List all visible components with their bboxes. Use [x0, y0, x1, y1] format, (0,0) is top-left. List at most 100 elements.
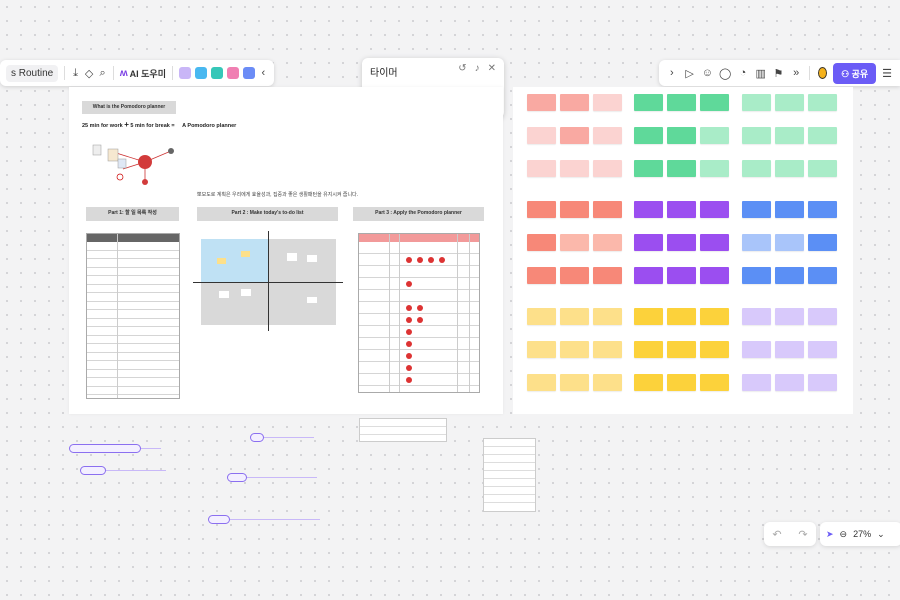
- redo-icon[interactable]: ↷: [798, 528, 808, 541]
- avatar[interactable]: [815, 65, 830, 81]
- sticky-note[interactable]: [593, 94, 622, 111]
- sticky-note[interactable]: [593, 127, 622, 144]
- sticky-note[interactable]: [527, 94, 556, 111]
- mindmap-node[interactable]: [69, 444, 141, 453]
- sticky-note[interactable]: [667, 374, 696, 391]
- sticky-note[interactable]: [742, 308, 771, 325]
- sticky-note[interactable]: [634, 374, 663, 391]
- chat-app-icon[interactable]: [242, 64, 255, 82]
- sticky-note[interactable]: [775, 374, 804, 391]
- share-button[interactable]: ⚇ 공유: [833, 62, 877, 84]
- sticky-note[interactable]: [527, 308, 556, 325]
- sticky-note[interactable]: [560, 94, 589, 111]
- sticky-note[interactable]: [808, 374, 837, 391]
- timer-icon[interactable]: ◔: [739, 67, 747, 79]
- sticky-note[interactable]: [775, 267, 804, 284]
- sticky-note[interactable]: [667, 234, 696, 251]
- p-app-icon[interactable]: [194, 64, 207, 82]
- chart-icon[interactable]: ▥: [755, 67, 766, 80]
- sticky-note[interactable]: [808, 308, 837, 325]
- sticky-note[interactable]: [667, 160, 696, 177]
- sticky-note[interactable]: [527, 127, 556, 144]
- sticky-note[interactable]: [667, 94, 696, 111]
- sticky-note[interactable]: [560, 267, 589, 284]
- sticky-note[interactable]: [667, 127, 696, 144]
- sticky-note[interactable]: [560, 374, 589, 391]
- sticky-note[interactable]: [742, 267, 771, 284]
- sticky-note[interactable]: [700, 308, 729, 325]
- sticky-note[interactable]: [775, 201, 804, 218]
- reaction-icon[interactable]: ☺: [701, 67, 714, 79]
- sticky-note[interactable]: [527, 160, 556, 177]
- chevron-left-icon[interactable]: ‹: [261, 67, 266, 79]
- sticky-note-board[interactable]: [513, 87, 853, 414]
- mindmap-node[interactable]: [227, 473, 247, 482]
- sticky-note[interactable]: [560, 234, 589, 251]
- sticky-note[interactable]: [593, 160, 622, 177]
- sticky-note[interactable]: [560, 341, 589, 358]
- sticky-note[interactable]: [808, 94, 837, 111]
- sticky-note[interactable]: [808, 160, 837, 177]
- mini-table[interactable]: [359, 418, 447, 442]
- sound-icon[interactable]: ♪: [474, 63, 480, 74]
- flag-icon[interactable]: ⚑: [773, 67, 784, 80]
- sticky-note[interactable]: [775, 341, 804, 358]
- sticky-note[interactable]: [808, 234, 837, 251]
- mindmap-node[interactable]: [250, 433, 264, 442]
- sticky-note[interactable]: [560, 160, 589, 177]
- search-icon[interactable]: ⌕: [99, 66, 106, 79]
- undo-icon[interactable]: ↶: [772, 528, 782, 541]
- sticky-note[interactable]: [775, 127, 804, 144]
- sticky-note[interactable]: [560, 201, 589, 218]
- sticky-note[interactable]: [634, 201, 663, 218]
- sticky-note[interactable]: [593, 341, 622, 358]
- sticky-note[interactable]: [634, 234, 663, 251]
- sticky-note[interactable]: [700, 234, 729, 251]
- sticky-note[interactable]: [742, 94, 771, 111]
- play-icon[interactable]: ▷: [685, 67, 694, 80]
- board-title[interactable]: s Routine: [6, 64, 59, 82]
- sticky-note[interactable]: [808, 127, 837, 144]
- sticky-note[interactable]: [742, 341, 771, 358]
- sticky-note[interactable]: [742, 374, 771, 391]
- chevron-down-icon[interactable]: ⌄: [877, 528, 885, 539]
- sticky-note[interactable]: [634, 127, 663, 144]
- sticky-note[interactable]: [667, 201, 696, 218]
- sticky-note[interactable]: [593, 267, 622, 284]
- apps-icon[interactable]: [226, 64, 239, 82]
- more-icon[interactable]: »: [793, 67, 800, 79]
- sticky-note[interactable]: [667, 341, 696, 358]
- sticky-note[interactable]: [742, 201, 771, 218]
- sticky-note[interactable]: [775, 234, 804, 251]
- mindmap-node[interactable]: [208, 515, 230, 524]
- sticky-note[interactable]: [742, 127, 771, 144]
- sticky-note[interactable]: [634, 160, 663, 177]
- sticky-note[interactable]: [700, 201, 729, 218]
- sticky-note[interactable]: [634, 267, 663, 284]
- mindmap-node[interactable]: [80, 466, 106, 475]
- sticky-note[interactable]: [700, 267, 729, 284]
- sticky-note[interactable]: [808, 267, 837, 284]
- tag-icon[interactable]: ◇: [84, 67, 94, 80]
- sticky-note[interactable]: [700, 94, 729, 111]
- ai-assistant-button[interactable]: ʍ AI 도우미: [120, 67, 166, 80]
- sticky-note[interactable]: [808, 201, 837, 218]
- sticky-note[interactable]: [560, 127, 589, 144]
- sticky-note[interactable]: [593, 308, 622, 325]
- sticky-note[interactable]: [593, 374, 622, 391]
- sticky-note[interactable]: [700, 127, 729, 144]
- sticky-note[interactable]: [775, 94, 804, 111]
- sticky-note[interactable]: [775, 160, 804, 177]
- sticky-note[interactable]: [700, 160, 729, 177]
- sticky-note[interactable]: [634, 308, 663, 325]
- sticky-note[interactable]: [527, 201, 556, 218]
- chevron-right-icon[interactable]: ›: [670, 67, 674, 79]
- download-icon[interactable]: ⤓: [73, 66, 78, 79]
- history-icon[interactable]: ↺: [458, 63, 467, 74]
- sticky-note[interactable]: [742, 160, 771, 177]
- close-icon[interactable]: ✕: [487, 63, 496, 74]
- sticky-note[interactable]: [527, 234, 556, 251]
- sticky-note[interactable]: [700, 374, 729, 391]
- sticky-note[interactable]: [593, 201, 622, 218]
- sticky-note[interactable]: [527, 341, 556, 358]
